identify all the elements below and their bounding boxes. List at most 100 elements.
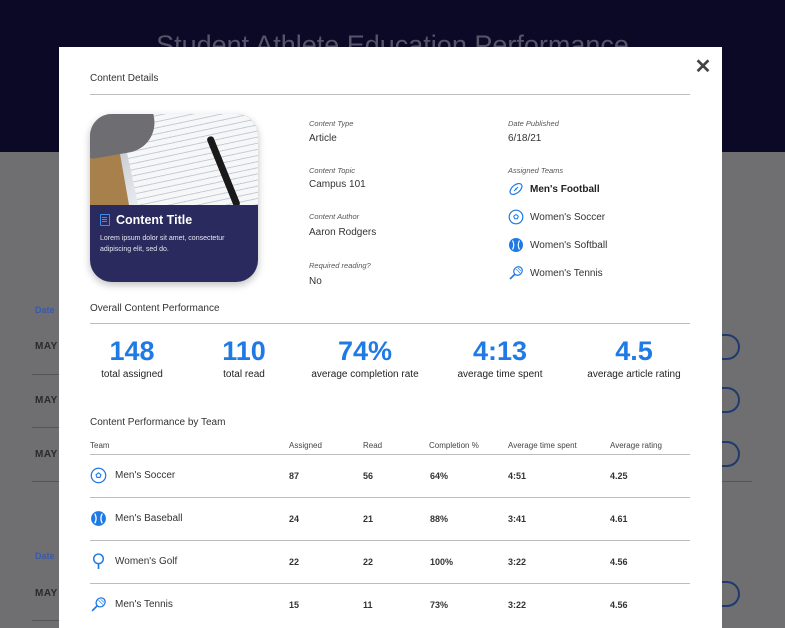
column-header-read: Read	[363, 441, 383, 450]
assigned-team-name: Women's Tennis	[530, 267, 603, 279]
stat-label: average completion rate	[311, 369, 419, 380]
row-divider	[32, 374, 60, 375]
content-topic-value: Campus 101	[309, 179, 366, 190]
content-details-modal: ✕ Content Details Content Title Lorem ip…	[59, 47, 722, 628]
read-count: 22	[363, 556, 374, 567]
soccer-ball-icon	[90, 467, 107, 484]
assigned-count: 15	[289, 599, 300, 610]
completion-percent: 88%	[430, 513, 449, 524]
assigned-count: 24	[289, 513, 300, 524]
stat-label: average article rating	[587, 369, 681, 380]
required-reading-value: No	[309, 276, 322, 287]
document-icon	[100, 214, 110, 226]
content-type-value: Article	[309, 133, 337, 144]
stat-value: 4.5	[615, 336, 653, 366]
divider	[90, 323, 690, 324]
average-time: 4:51	[508, 470, 527, 481]
read-count: 21	[363, 513, 374, 524]
read-count: 56	[363, 470, 374, 481]
table-row: MAY	[35, 449, 58, 460]
table-row[interactable]: Men's Soccer 87 56 64% 4:51 4.25	[90, 454, 690, 497]
assigned-team-name: Women's Softball	[530, 239, 608, 251]
assigned-count: 87	[289, 470, 300, 481]
overall-performance-title: Overall Content Performance	[90, 303, 220, 314]
column-header-completion: Completion %	[429, 441, 479, 450]
average-rating: 4.61	[610, 513, 628, 524]
stat-label: total read	[223, 369, 265, 380]
team-name: Men's Tennis	[115, 599, 173, 610]
row-divider	[722, 481, 752, 482]
row-action-button[interactable]	[712, 581, 740, 607]
average-rating: 4.56	[610, 599, 628, 610]
divider	[90, 454, 690, 455]
row-action-button[interactable]	[712, 387, 740, 413]
average-rating: 4.56	[610, 556, 628, 567]
stat-time-spent: 4:13 average time spent	[449, 336, 551, 380]
football-icon	[509, 182, 523, 196]
read-count: 11	[363, 599, 373, 610]
row-action-button[interactable]	[712, 334, 740, 360]
stat-completion-rate: 74% average completion rate	[302, 336, 428, 380]
table-row: MAY	[35, 588, 58, 599]
tennis-racket-icon	[91, 597, 106, 612]
tennis-racket-icon	[509, 266, 523, 280]
content-type-label: Content Type	[309, 119, 354, 128]
stat-article-rating: 4.5 average article rating	[579, 336, 689, 380]
assigned-team-name: Men's Football	[530, 183, 600, 195]
stat-label: total assigned	[101, 369, 163, 380]
divider	[90, 540, 690, 541]
date-published-value: 6/18/21	[508, 133, 542, 144]
content-author-value: Aaron Rodgers	[309, 227, 377, 238]
stat-total-assigned: 148 total assigned	[89, 336, 175, 380]
assigned-team-item: Women's Softball	[508, 237, 607, 253]
table-row: MAY	[35, 341, 58, 352]
column-header-assigned: Assigned	[289, 441, 322, 450]
assigned-team-item: Men's Football	[508, 181, 600, 197]
assigned-teams-label: Assigned Teams	[508, 166, 564, 175]
team-name: Women's Golf	[115, 556, 178, 567]
team-performance-title: Content Performance by Team	[90, 417, 226, 428]
assigned-team-item: Women's Soccer	[508, 209, 605, 225]
average-rating: 4.25	[610, 470, 628, 481]
table-row: MAY	[35, 395, 58, 406]
table-row[interactable]: Men's Tennis 15 11 73% 3:22 4.56	[90, 583, 690, 626]
stat-label: average time spent	[457, 369, 543, 380]
date-column-label: Date	[35, 305, 55, 315]
table-row[interactable]: Women's Golf 22 22 100% 3:22 4.56	[90, 540, 690, 583]
content-details-title: Content Details	[90, 73, 159, 84]
divider	[90, 583, 690, 584]
close-icon[interactable]: ✕	[694, 55, 712, 78]
column-header-time: Average time spent	[508, 441, 577, 450]
column-header-rating: Average rating	[610, 441, 662, 450]
row-action-button[interactable]	[712, 441, 740, 467]
golf-icon	[92, 553, 105, 569]
completion-percent: 64%	[430, 470, 449, 481]
content-card[interactable]: Content Title Lorem ipsum dolor sit amet…	[90, 114, 258, 282]
average-time: 3:22	[508, 599, 527, 610]
row-divider	[32, 620, 60, 621]
average-time: 3:22	[508, 556, 527, 567]
average-time: 3:41	[508, 513, 527, 524]
stat-total-read: 110 total read	[209, 336, 279, 380]
stat-value: 74%	[337, 336, 393, 366]
softball-icon	[509, 238, 523, 252]
team-name: Men's Baseball	[115, 513, 183, 524]
date-column-label: Date	[35, 551, 55, 561]
stat-value: 4:13	[472, 336, 528, 366]
content-author-label: Content Author	[309, 212, 360, 221]
team-name: Men's Soccer	[115, 470, 176, 481]
content-card-title: Content Title	[116, 213, 193, 227]
completion-percent: 100%	[430, 556, 454, 567]
content-card-image	[90, 114, 258, 205]
completion-percent: 73%	[430, 599, 449, 610]
date-published-label: Date Published	[508, 119, 559, 128]
table-row[interactable]: Men's Baseball 24 21 88% 3:41 4.61	[90, 497, 690, 540]
divider	[90, 497, 690, 498]
assigned-team-item: Women's Tennis	[508, 265, 603, 281]
content-card-description: Lorem ipsum dolor sit amet, consectetur …	[100, 235, 225, 253]
content-topic-label: Content Topic	[309, 166, 356, 175]
stat-value: 148	[109, 336, 155, 366]
divider	[90, 94, 690, 95]
baseball-icon	[91, 511, 106, 526]
assigned-count: 22	[289, 556, 300, 567]
